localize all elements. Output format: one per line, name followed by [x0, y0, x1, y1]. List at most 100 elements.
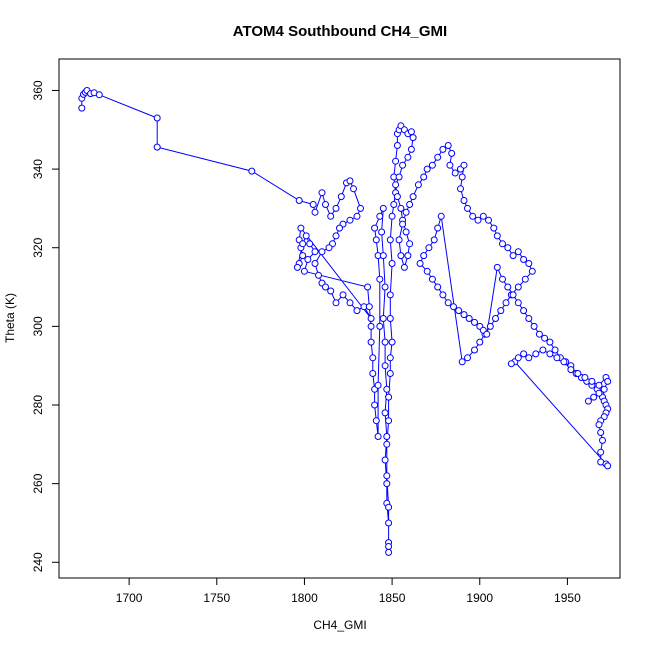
data-point: [497, 307, 505, 315]
data-point: [383, 433, 391, 440]
data-point: [493, 263, 501, 271]
data-point: [420, 252, 428, 260]
data-point: [95, 91, 103, 99]
data-point: [485, 216, 492, 224]
data-point: [539, 346, 547, 354]
data-point: [469, 212, 477, 220]
data-point: [299, 240, 307, 248]
data-point: [388, 260, 396, 267]
data-point: [302, 232, 310, 240]
data-point: [327, 287, 335, 295]
data-point: [457, 185, 464, 193]
data-point: [509, 291, 517, 299]
data-point: [574, 370, 582, 377]
data-point: [306, 240, 314, 248]
data-point: [407, 128, 415, 136]
x-tick-label: 1850: [379, 591, 406, 605]
y-tick-label: 280: [31, 395, 45, 415]
data-point: [423, 267, 431, 275]
data-point: [520, 307, 528, 315]
data-point: [465, 315, 473, 322]
data-point: [584, 397, 592, 405]
data-point: [295, 197, 303, 204]
data-point: [604, 462, 612, 470]
data-point: [397, 204, 405, 212]
data-point: [499, 275, 506, 283]
data-point: [300, 267, 308, 275]
data-point: [504, 244, 512, 252]
data-point: [315, 271, 322, 279]
data-point: [371, 224, 379, 232]
data-point: [507, 360, 515, 368]
data-point: [311, 260, 319, 267]
data-point: [383, 385, 391, 393]
data-point: [381, 456, 389, 464]
data-point: [416, 260, 424, 267]
data-point: [309, 201, 317, 208]
data-point: [311, 248, 319, 256]
data-point: [509, 252, 517, 260]
data-point: [439, 145, 447, 153]
data-point: [379, 315, 387, 322]
data-point: [399, 220, 407, 228]
data-point: [444, 142, 452, 149]
data-point: [460, 311, 468, 319]
data-point: [346, 216, 354, 224]
data-point: [376, 275, 384, 283]
data-point: [372, 417, 380, 425]
data-point: [378, 228, 386, 236]
data-point: [600, 385, 608, 393]
data-point: [386, 370, 394, 377]
data-point: [402, 228, 410, 236]
y-axis-label: Theta (K): [3, 293, 17, 343]
data-point: [525, 315, 533, 322]
data-point: [406, 240, 414, 248]
data-point: [476, 338, 484, 346]
data-point: [409, 134, 417, 142]
data-point: [392, 181, 400, 189]
data-point: [450, 303, 457, 311]
data-point: [595, 389, 603, 397]
data-point: [553, 354, 561, 362]
data-point: [581, 374, 589, 381]
data-point: [327, 212, 335, 220]
data-point: [350, 185, 357, 193]
data-point: [409, 193, 417, 201]
y-axis: 240 260 280 300 320 340 360: [31, 80, 60, 572]
data-point: [499, 240, 506, 248]
data-point: [293, 263, 301, 271]
data-point: [385, 417, 393, 425]
data-point: [332, 232, 340, 240]
data-point: [357, 204, 364, 212]
data-point: [597, 448, 605, 456]
data-point: [386, 354, 394, 362]
data-point: [78, 104, 86, 112]
chart-title: ATOM4 Southbound CH4_GMI: [233, 23, 447, 40]
data-point: [385, 543, 393, 550]
data-point: [464, 354, 471, 362]
data-point: [248, 167, 256, 175]
x-axis-label: CH4_GMI: [313, 618, 366, 632]
data-point: [372, 236, 380, 244]
y-tick-label: 320: [31, 237, 45, 257]
data-point: [381, 283, 389, 291]
data-point: [514, 283, 522, 291]
data-point: [444, 299, 452, 307]
data-point: [402, 208, 410, 216]
data-point: [551, 346, 559, 354]
data-point: [385, 503, 393, 511]
data-point: [381, 409, 389, 417]
data-point: [332, 204, 340, 212]
data-point: [397, 252, 405, 260]
data-point: [448, 149, 456, 157]
data-point: [385, 393, 393, 401]
y-tick-label: 260: [31, 473, 45, 493]
data-point: [388, 338, 396, 346]
data-point: [367, 322, 375, 330]
x-tick-label: 1750: [203, 591, 230, 605]
data-point: [588, 377, 596, 385]
data-point: [369, 370, 377, 377]
data-point: [379, 252, 387, 260]
data-point: [318, 248, 326, 256]
